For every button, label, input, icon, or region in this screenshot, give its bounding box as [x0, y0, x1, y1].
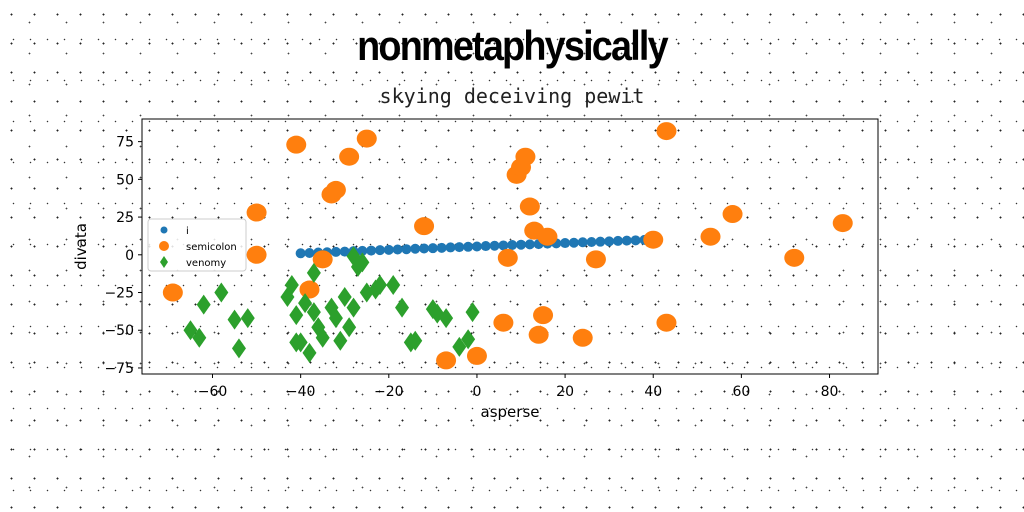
point-semicolon	[656, 314, 676, 332]
point-i	[604, 236, 614, 246]
point-semicolon	[436, 351, 456, 369]
point-semicolon	[299, 281, 319, 299]
point-venomy	[197, 295, 211, 315]
y-tick-label: 25	[116, 210, 134, 226]
y-tick-label: 0	[125, 248, 134, 264]
legend: i semicolon venomy	[148, 219, 246, 271]
point-venomy	[214, 283, 228, 303]
point-semicolon	[467, 347, 487, 365]
x-axis-ticks: −60 −40 −20 0 20 40 60 80	[198, 374, 839, 400]
point-i	[437, 243, 447, 253]
point-i	[613, 236, 623, 246]
point-i	[419, 243, 429, 253]
point-semicolon	[247, 246, 267, 264]
point-semicolon	[247, 204, 267, 222]
point-i	[595, 237, 605, 247]
point-semicolon	[833, 214, 853, 232]
point-semicolon	[723, 205, 743, 223]
point-venomy	[228, 310, 242, 330]
point-i	[578, 237, 588, 247]
y-tick-label: 75	[116, 135, 134, 151]
point-venomy	[241, 308, 255, 328]
point-i	[331, 247, 341, 257]
point-semicolon	[586, 250, 606, 268]
legend-marker-semicolon	[159, 241, 169, 251]
data-points	[163, 122, 853, 369]
point-i	[401, 244, 411, 254]
y-axis-ticks: −75 −50 −25 0 25 50 75	[104, 135, 142, 377]
y-axis-label: divata	[72, 223, 90, 270]
point-semicolon	[656, 122, 676, 140]
point-i	[560, 238, 570, 248]
x-tick-label: 0	[472, 384, 481, 400]
point-i	[375, 245, 385, 255]
y-tick-label: −75	[104, 361, 134, 377]
point-i	[472, 242, 482, 252]
x-axis-label: asperse	[481, 403, 540, 421]
point-semicolon	[533, 306, 553, 324]
point-i	[454, 242, 464, 252]
point-i	[569, 238, 579, 248]
point-i	[446, 242, 456, 252]
point-semicolon	[643, 231, 663, 249]
point-i	[516, 240, 526, 250]
point-i	[393, 245, 403, 255]
point-venomy	[395, 298, 409, 318]
x-tick-label: 60	[732, 384, 750, 400]
point-semicolon	[573, 329, 593, 347]
legend-marker-i	[161, 227, 168, 234]
point-venomy	[466, 302, 480, 322]
y-tick-label: 50	[116, 172, 134, 188]
x-tick-label: −20	[374, 384, 404, 400]
point-i	[587, 237, 597, 247]
point-semicolon	[493, 314, 513, 332]
x-tick-label: 80	[821, 384, 839, 400]
point-semicolon	[537, 228, 557, 246]
point-venomy	[232, 338, 246, 358]
point-semicolon	[286, 136, 306, 154]
y-tick-label: −50	[104, 323, 134, 339]
point-semicolon	[326, 181, 346, 199]
point-venomy	[386, 275, 400, 295]
point-semicolon	[357, 130, 377, 148]
point-i	[481, 241, 491, 251]
x-tick-label: 40	[644, 384, 662, 400]
x-tick-label: 20	[556, 384, 574, 400]
point-i	[410, 244, 420, 254]
point-venomy	[333, 331, 347, 351]
point-venomy	[342, 317, 356, 337]
legend-label-semicolon: semicolon	[186, 242, 237, 253]
point-semicolon	[701, 228, 721, 246]
point-i	[490, 241, 500, 251]
point-semicolon	[515, 148, 535, 166]
point-semicolon	[529, 326, 549, 344]
point-semicolon	[163, 284, 183, 302]
point-semicolon	[520, 198, 540, 216]
point-semicolon	[339, 148, 359, 166]
point-semicolon	[414, 217, 434, 235]
point-i	[631, 235, 641, 245]
legend-label-venomy: venomy	[186, 258, 226, 269]
point-venomy	[289, 305, 303, 325]
x-tick-label: −60	[198, 384, 228, 400]
x-tick-label: −40	[286, 384, 316, 400]
point-semicolon	[498, 249, 518, 267]
point-semicolon	[784, 249, 804, 267]
point-i	[366, 246, 376, 256]
point-i	[428, 243, 438, 253]
point-i	[525, 239, 535, 249]
legend-label-i: i	[186, 226, 189, 237]
point-i	[304, 248, 314, 258]
point-i	[384, 245, 394, 255]
point-i	[296, 248, 306, 258]
point-i	[507, 240, 517, 250]
point-i	[622, 236, 632, 246]
point-i	[463, 242, 473, 252]
y-tick-label: −25	[104, 286, 134, 302]
